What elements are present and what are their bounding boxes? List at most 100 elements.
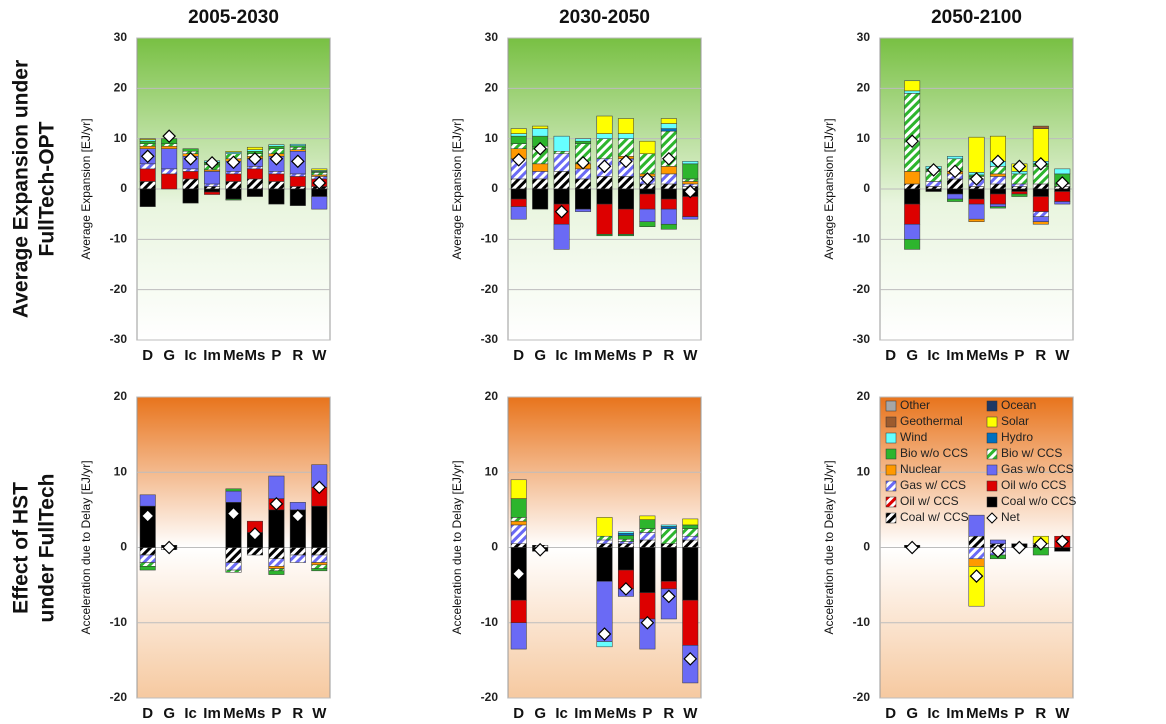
net-marker (683, 184, 698, 199)
bar-segment (289, 188, 306, 206)
bar-segment (311, 554, 328, 563)
y-tick-label: -10 (110, 615, 128, 629)
net-marker (948, 164, 962, 179)
y-tick-label: 0 (491, 181, 498, 195)
bar-segment (925, 181, 942, 187)
bar-segment (289, 146, 306, 150)
net-marker (661, 151, 676, 166)
x-tick-label: W (312, 347, 327, 364)
bar-segment (904, 239, 921, 250)
bar-segment (989, 176, 1006, 185)
y-tick-label: -10 (110, 232, 128, 246)
bar-segment (311, 547, 328, 556)
bar-segment (553, 188, 570, 205)
bar-segment (968, 186, 985, 190)
row-label: Effect of HST (10, 482, 33, 614)
bar-segment (968, 535, 985, 548)
bar-segment (139, 547, 156, 556)
x-tick-label: P (1014, 347, 1024, 364)
bar-segment (139, 140, 156, 144)
bar-segment (268, 144, 285, 147)
bar-segment (660, 223, 677, 230)
net-marker (661, 589, 676, 604)
x-tick-label: D (142, 347, 153, 364)
legend-swatch (986, 480, 998, 492)
x-tick-label: W (683, 705, 698, 722)
bar-segment (161, 173, 178, 190)
bar-segment (989, 188, 1006, 195)
y-tick-label: 0 (863, 181, 870, 195)
bar-segment (289, 186, 306, 190)
net-marker (140, 509, 155, 523)
net-marker (248, 151, 262, 166)
legend-label: Bio w/o CCS (900, 446, 968, 460)
x-tick-label: Im (203, 705, 221, 722)
bar-segment (289, 502, 306, 511)
net-marker (269, 151, 284, 166)
y-tick-label: -10 (853, 232, 871, 246)
x-tick-label: R (663, 705, 674, 722)
net-marker (905, 134, 920, 149)
bar-segment (311, 564, 328, 569)
bar-segment (182, 148, 199, 152)
bar-segment (204, 183, 221, 187)
bar-segment (947, 198, 964, 202)
bar-segment (510, 198, 527, 207)
bar-segment (510, 543, 527, 548)
legend-swatch (986, 512, 998, 524)
bar-segment (660, 128, 677, 132)
net-marker (1033, 536, 1048, 551)
x-tick-label: Ic (555, 347, 568, 364)
y-axis-title: Average Expansion [EJ/yr] (450, 118, 464, 259)
net-marker (183, 151, 198, 166)
bar-segment (617, 531, 634, 534)
panel-title: 2005-2030 (188, 7, 279, 28)
y-tick-label: 10 (114, 131, 128, 145)
net-marker (1055, 534, 1070, 549)
bar-segment (682, 599, 699, 646)
bar-segment (510, 622, 527, 650)
bar-segment (682, 178, 699, 182)
bar-segment (139, 145, 156, 149)
x-tick-label: D (513, 347, 524, 364)
bar-segment (1032, 183, 1049, 190)
bar-segment (225, 173, 242, 182)
y-axis-title: Average Expansion [EJ/yr] (79, 118, 93, 259)
bar-segment (639, 539, 656, 548)
bar-segment (139, 554, 156, 563)
bar-segment (596, 547, 613, 582)
y-tick-label: -30 (853, 332, 871, 346)
x-tick-label: P (271, 705, 281, 722)
bar-segment (532, 163, 549, 172)
bar-segment (989, 539, 1006, 544)
bar-segment (139, 138, 156, 140)
bar-segment (575, 188, 592, 210)
bar-segment (311, 505, 328, 548)
bar-segment (1054, 191, 1071, 202)
net-marker (991, 544, 1005, 559)
bar-segment (596, 641, 613, 648)
legend-label: Ocean (1001, 398, 1036, 412)
y-tick-label: 30 (857, 30, 871, 44)
x-tick-label: Im (203, 347, 221, 364)
bar-segment (989, 173, 1006, 177)
bar-segment (161, 143, 178, 147)
bar-segment (289, 554, 306, 563)
bar-segment (139, 163, 156, 170)
bar-segment (968, 558, 985, 567)
x-tick-label: Me (966, 705, 987, 722)
legend-label: Gas w/o CCS (1001, 462, 1074, 476)
bar-segment (904, 90, 921, 94)
x-tick-label: Ic (927, 347, 940, 364)
x-tick-label: Ic (555, 705, 568, 722)
bar-segment (682, 528, 699, 537)
legend-label: Net (1001, 510, 1020, 524)
x-tick-label: R (292, 347, 303, 364)
bar-segment (925, 188, 942, 192)
x-tick-label: Ic (184, 705, 197, 722)
bar-segment (617, 208, 634, 235)
bar-segment (989, 206, 1006, 209)
bar-segment (596, 115, 613, 134)
bar-segment (246, 168, 263, 180)
bar-segment (532, 171, 549, 180)
